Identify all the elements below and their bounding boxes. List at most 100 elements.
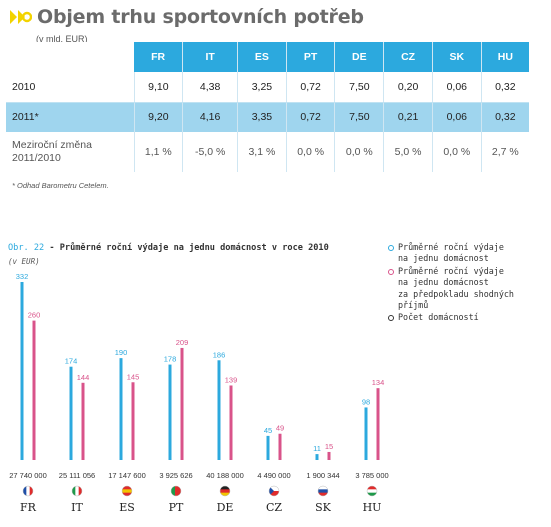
footnote: * Odhad Barometru Cetelem. [12, 181, 109, 190]
legend-dot [388, 315, 394, 322]
category-label: HU [363, 501, 382, 514]
households-label: 27 740 000 [9, 471, 47, 480]
page-title: Objem trhu sportovních potřeb [37, 6, 364, 28]
table-cell: 3,35 [237, 102, 287, 132]
table-cell: 0,72 [286, 102, 336, 132]
table-cell: 1,1 % [134, 132, 184, 172]
row-label: 2010 [6, 72, 135, 103]
households-label: 40 188 000 [206, 471, 244, 480]
col-header: SK [432, 42, 482, 72]
table-unit: (v mld. EUR) [36, 34, 88, 44]
table-header-row: FR IT ES PT DE CZ SK HU [6, 42, 529, 72]
table-cell: 4,38 [182, 72, 239, 103]
bar-hu-s2 [376, 388, 380, 460]
flag-border [71, 485, 83, 497]
flag-de-icon [220, 486, 230, 496]
legend-dot [388, 245, 394, 251]
table-cell: -5,0 % [182, 132, 239, 172]
bar-de-s2 [229, 385, 233, 460]
bar-value-label: 260 [28, 311, 41, 320]
col-header: ES [237, 42, 287, 72]
table-cell: 0,20 [383, 72, 433, 103]
households-label: 3 785 000 [355, 471, 388, 480]
households-label: 1 900 344 [306, 471, 339, 480]
flag-fr-icon [23, 486, 33, 496]
category-label: PT [169, 501, 184, 514]
flag-border [22, 485, 34, 497]
table-row: Meziroční změna 2011/2010 1,1 % -5,0 % 3,… [6, 132, 529, 172]
flag-hu-icon [367, 486, 377, 496]
households-label: 4 490 000 [257, 471, 290, 480]
flag-border [317, 485, 329, 497]
row-label-line: Meziroční změna [12, 139, 92, 151]
row-label: Meziroční změna 2011/2010 [6, 132, 135, 172]
flag-border [170, 485, 182, 497]
bar-value-label: 332 [16, 272, 29, 281]
legend-line: Průměrné roční výdaje [398, 265, 504, 276]
col-header: HU [481, 42, 529, 72]
chart-legend: Průměrné roční výdaje na jednu domácnost… [388, 242, 514, 325]
category-label: CZ [266, 501, 282, 514]
row-label-line: 2011/2010 [12, 152, 61, 164]
col-header: FR [134, 42, 184, 72]
category-label: IT [71, 501, 83, 514]
flag-pt-icon [171, 486, 181, 496]
bar-value-label: 134 [372, 378, 385, 387]
col-header: IT [182, 42, 239, 72]
category-label: ES [119, 501, 135, 514]
table-cell: 0,06 [432, 102, 482, 132]
bar-sk-s1 [315, 454, 319, 460]
table-cell: 0,0 % [334, 132, 385, 172]
bar-value-label: 139 [225, 375, 238, 384]
table-cell: 7,50 [334, 102, 385, 132]
legend-line: na jednu domácnost [398, 253, 489, 264]
legend-line: Průměrné roční výdaje [398, 242, 504, 252]
chart-title-text: - Průměrné roční výdaje na jednu domácno… [44, 243, 329, 253]
bar-es-s2 [131, 382, 135, 460]
flag-border [219, 485, 231, 497]
bar-hu-s1 [364, 407, 368, 460]
table-cell: 0,0 % [286, 132, 336, 172]
legend-line: Počet domácností [398, 312, 479, 323]
flag-sk-icon [318, 486, 328, 496]
bar-value-label: 178 [164, 355, 177, 364]
table-cell: 0,0 % [432, 132, 482, 172]
table-cell: 5,0 % [383, 132, 433, 172]
legend-line: příjmů [398, 300, 429, 311]
table-cell: 0,21 [383, 102, 433, 132]
chart-title: Obr. 22 - Průměrné roční výdaje na jednu… [8, 243, 329, 253]
bar-es-s1 [119, 358, 123, 460]
bar-value-label: 144 [77, 373, 90, 382]
col-header: PT [286, 42, 336, 72]
table-cell: 0,32 [481, 72, 529, 103]
col-header: DE [334, 42, 385, 72]
chart-title-prefix: Obr. 22 [8, 243, 45, 253]
bar-it-s1 [69, 366, 73, 460]
table-cell: 9,20 [134, 102, 184, 132]
category-label: SK [315, 501, 332, 514]
section-header: Objem trhu sportovních potřeb [8, 6, 364, 28]
bar-value-label: 49 [276, 424, 284, 433]
market-table: FR IT ES PT DE CZ SK HU 2010 9,10 4,38 3… [6, 42, 529, 172]
legend-line: za předpokladu shodných [398, 288, 514, 299]
col-header: CZ [383, 42, 433, 72]
bar-value-label: 45 [264, 426, 272, 435]
table-row: 2011* 9,20 4,16 3,35 0,72 7,50 0,21 0,06… [6, 102, 529, 132]
bar-value-label: 15 [325, 442, 333, 451]
flag-cz-icon [269, 486, 279, 496]
bar-value-label: 174 [65, 357, 78, 366]
flag-border [268, 485, 280, 497]
table-row: 2010 9,10 4,38 3,25 0,72 7,50 0,20 0,06 … [6, 72, 529, 103]
flag-es-icon [122, 486, 132, 496]
bar-de-s1 [217, 360, 221, 460]
table-cell: 0,72 [286, 72, 336, 103]
header-corner [6, 42, 134, 72]
flag-border [121, 485, 133, 497]
legend-item-blue: Průměrné roční výdaje na jednu domácnost [388, 242, 514, 265]
households-label: 17 147 600 [108, 471, 146, 480]
legend-line: na jednu domácnost [398, 277, 489, 288]
table-cell: 3,25 [237, 72, 287, 103]
table-cell: 7,50 [334, 72, 385, 103]
bar-pt-s1 [168, 364, 172, 460]
category-label: DE [217, 501, 234, 514]
